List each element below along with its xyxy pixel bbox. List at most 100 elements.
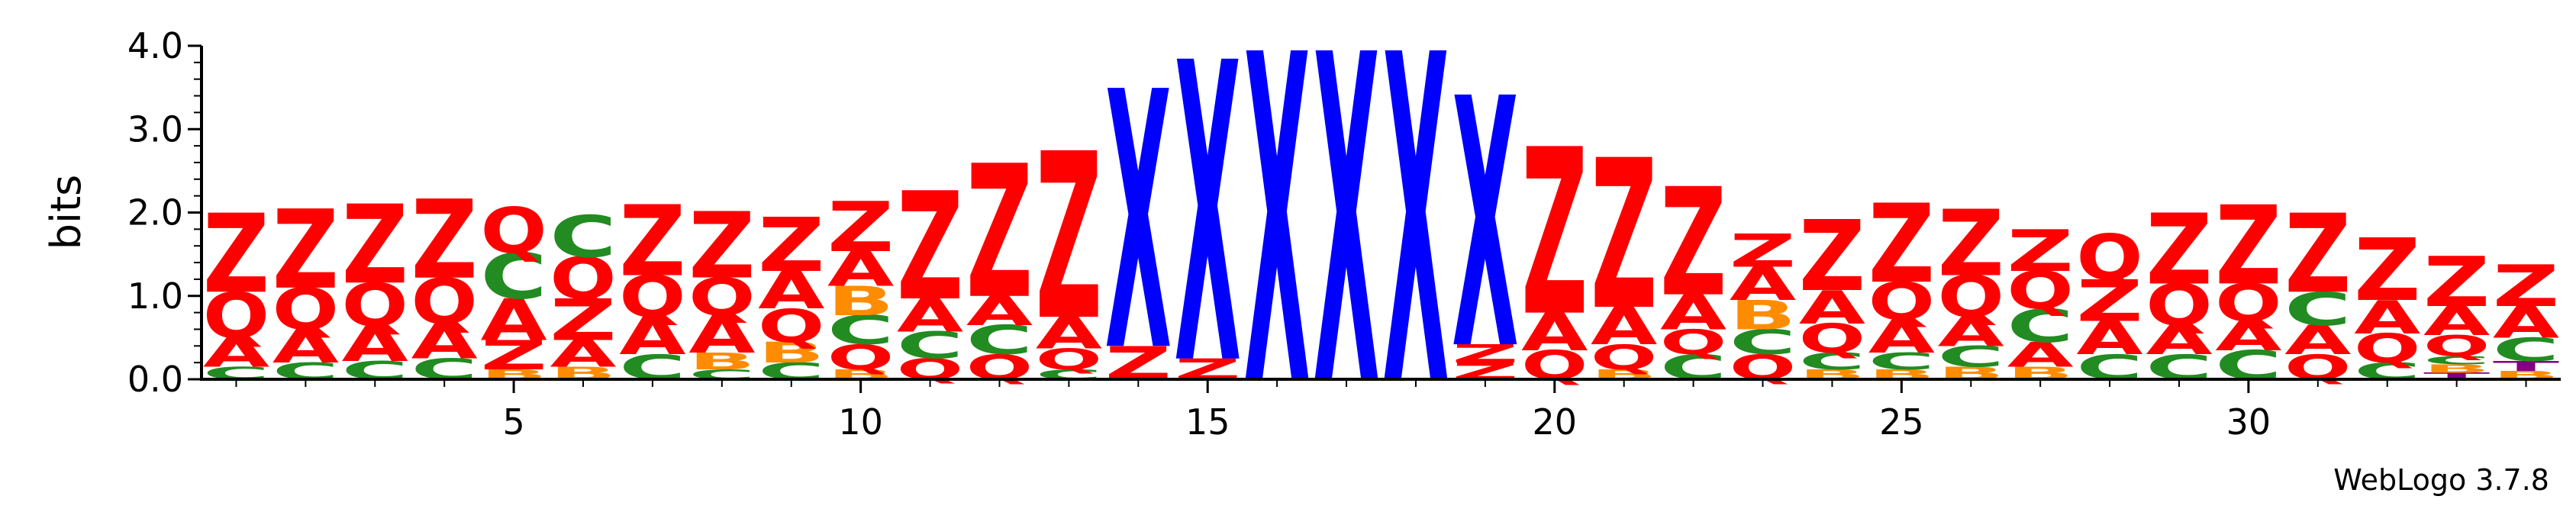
logo-letter-z: Z	[2146, 194, 2212, 307]
logo-letter-a: A	[1521, 302, 1588, 362]
logo-letter-c: C	[897, 325, 963, 367]
logo-letter-a: A	[272, 321, 339, 374]
x-tick-label: 15	[1185, 401, 1230, 443]
logo-letter-a: A	[550, 333, 616, 375]
logo-letter-a: A	[2146, 317, 2212, 363]
y-tick-label: 4.0	[127, 25, 183, 66]
logo-letter-c: C	[1730, 323, 1796, 362]
weblogo-credit: WebLogo 3.7.8	[2333, 463, 2549, 497]
logo-letter-z: Z	[2423, 243, 2490, 323]
logo-letter-t: T	[2493, 358, 2559, 374]
logo-letter-c: C	[827, 308, 894, 354]
x-tick-label: 20	[1533, 401, 1578, 443]
logo-letter-x: X	[1452, 27, 1518, 426]
logo-letter-z: Z	[2284, 192, 2351, 318]
logo-letter-z: Z	[1868, 182, 1935, 308]
logo-letter-x: X	[1105, 18, 1172, 430]
logo-letter-b: B	[1730, 292, 1796, 339]
y-axis-title: bits	[42, 175, 90, 250]
logo-letter-c: C	[1938, 340, 2004, 374]
logo-letter-b: B	[827, 278, 894, 324]
x-ticks: 5 10 15 20 25 30	[235, 379, 2527, 443]
logo-letter-q: Q	[1036, 343, 1102, 377]
logo-letter-q: Q	[758, 299, 824, 353]
logo-letter-q: Q	[827, 337, 894, 378]
logo-letter-a: A	[897, 290, 963, 343]
logo-letter-a: A	[1036, 308, 1102, 359]
logo-letter-z: Z	[2215, 184, 2281, 310]
logo-letter-c: C	[2284, 283, 2351, 336]
logo-letter-q: Q	[2146, 273, 2212, 340]
logo-letter-q: Q	[203, 279, 269, 353]
logo-letter-z: Z	[550, 287, 616, 353]
logo-letter-q: Q	[2423, 330, 2490, 363]
logo-letter-z: Z	[897, 162, 963, 334]
logo-letter-c: C	[966, 317, 1033, 364]
logo-letter-q: Q	[480, 195, 546, 268]
logo-letter-c: C	[1799, 349, 1865, 375]
logo-letter-a: A	[2354, 292, 2420, 345]
x-tick-label: 30	[2226, 401, 2271, 443]
logo-letter-q: Q	[2354, 326, 2420, 372]
logo-letter-c: C	[2493, 331, 2559, 369]
logo-letter-a: A	[411, 314, 479, 370]
logo-letter-z: Z	[2493, 253, 2559, 319]
logo-letter-q: Q	[1868, 272, 1935, 331]
logo-letter-b: B	[688, 348, 755, 375]
logo-letter-a: A	[1660, 285, 1727, 341]
logo-letter-z: Z	[1521, 100, 1588, 366]
logo-letter-q: Q	[2215, 273, 2281, 333]
logo-letter-a: A	[758, 261, 824, 321]
logo-letter-a: A	[2076, 312, 2142, 366]
logo-letter-a: A	[2493, 298, 2559, 348]
logo-letter-a: A	[688, 305, 755, 365]
logo-letter-q: Q	[550, 246, 616, 313]
logo-letter-x: X	[1243, 0, 1310, 486]
logo-letter-q: Q	[1660, 322, 1726, 362]
y-tick-label: 1.0	[127, 275, 183, 317]
logo-letter-a: A	[2284, 317, 2351, 363]
logo-letter-x: X	[1313, 0, 1379, 486]
logo-letter-c: C	[2423, 353, 2490, 366]
logo-letter-z: Z	[272, 188, 339, 314]
logo-letter-z: Z	[688, 194, 755, 300]
logo-letter-z: Z	[1660, 157, 1726, 330]
logo-letter-q: Q	[2076, 221, 2142, 295]
logo-letter-z: Z	[827, 188, 894, 268]
logo-letter-z: Z	[1036, 105, 1102, 371]
logo-letter-z: Z	[619, 185, 685, 298]
logo-letter-z: Z	[2076, 268, 2142, 334]
logo-letter-a: A	[1591, 297, 1657, 356]
logo-letter-z: Z	[2354, 221, 2420, 321]
logo-letter-q: Q	[342, 271, 408, 340]
logo-letter-x: X	[1382, 0, 1449, 486]
logo-letter-a: A	[480, 287, 546, 354]
logo-letter-z: Z	[1452, 340, 1518, 369]
logo-letter-q: Q	[619, 265, 685, 331]
y-tick-label: 2.0	[127, 192, 183, 234]
logo-letter-z: Z	[1799, 201, 1865, 314]
logo-letter-a: A	[2423, 298, 2490, 344]
logo-letter-z: Z	[203, 192, 269, 318]
y-tick-label: 3.0	[127, 108, 183, 150]
logo-letter-a: A	[1938, 308, 2004, 355]
logo-letter-z: Z	[1591, 117, 1657, 356]
logo-letter-z: Z	[1938, 192, 2004, 298]
logo-letter-a: A	[2215, 313, 2281, 359]
logo-letter-a: A	[619, 307, 685, 366]
y-tick-label: 0.0	[127, 359, 183, 400]
logo-letter-z: Z	[2007, 218, 2074, 285]
logo-letter-b: B	[2423, 362, 2490, 375]
logo-letter-z: Z	[411, 178, 478, 304]
logo-letter-z: Z	[758, 201, 824, 288]
logo-letter-a: A	[1799, 282, 1865, 335]
logo-letter-c: C	[1868, 349, 1935, 375]
logo-letter-z: Z	[480, 332, 546, 379]
logo-letter-a: A	[1730, 258, 1796, 311]
x-tick-label: 10	[838, 401, 883, 443]
y-ticks: 0.0 1.0 2.0 3.0 4.0	[127, 25, 202, 400]
logo-letter-q: Q	[411, 266, 478, 339]
logo-letter-q: Q	[688, 268, 755, 327]
logo-letter-c: C	[480, 240, 546, 314]
logo-letter-q: Q	[1799, 316, 1865, 362]
